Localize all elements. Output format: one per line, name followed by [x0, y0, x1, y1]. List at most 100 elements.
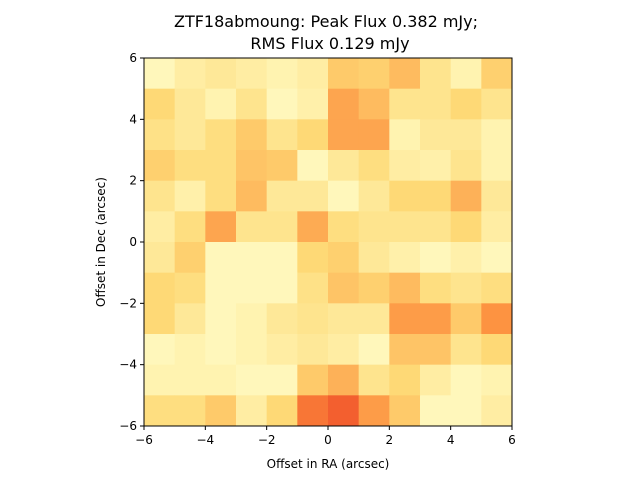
- y-tick-label: −4: [119, 358, 137, 372]
- y-tick-label: 6: [129, 51, 137, 65]
- heatmap-cell-r8-c4: [266, 303, 298, 335]
- heatmap-cell-r5-c1: [174, 211, 206, 243]
- heatmap-cell-r10-c7: [358, 364, 390, 396]
- heatmap-cell-r9-c8: [389, 334, 421, 366]
- heatmap-cell-r6-c11: [481, 242, 513, 274]
- heatmap-cell-r0-c0: [144, 58, 176, 90]
- heatmap-cell-r3-c6: [328, 150, 360, 182]
- heatmap-cell-r5-c9: [420, 211, 452, 243]
- x-tick-label: −4: [196, 433, 214, 447]
- heatmap-cell-r9-c4: [266, 334, 298, 366]
- heatmap-cell-r5-c6: [328, 211, 360, 243]
- heatmap-cell-r11-c10: [450, 395, 482, 427]
- heatmap-cell-r8-c1: [174, 303, 206, 335]
- heatmap-cell-r0-c8: [389, 58, 421, 90]
- heatmap-cell-r11-c11: [481, 395, 513, 427]
- heatmap-cell-r11-c1: [174, 395, 206, 427]
- heatmap-cell-r9-c5: [297, 334, 329, 366]
- heatmap-cell-r5-c7: [358, 211, 390, 243]
- heatmap-cell-r10-c11: [481, 364, 513, 396]
- heatmap-cell-r11-c3: [236, 395, 268, 427]
- heatmap-cell-r10-c0: [144, 364, 176, 396]
- heatmap-cell-r10-c4: [266, 364, 298, 396]
- heatmap-cell-r3-c7: [358, 150, 390, 182]
- heatmap-cell-r0-c3: [236, 58, 268, 90]
- heatmap-cell-r8-c9: [420, 303, 452, 335]
- heatmap-cell-r5-c8: [389, 211, 421, 243]
- heatmap-cell-r0-c4: [266, 58, 298, 90]
- heatmap-cell-r7-c5: [297, 272, 329, 304]
- heatmap-cell-r3-c3: [236, 150, 268, 182]
- heatmap-cell-r2-c2: [205, 119, 237, 151]
- heatmap-cell-r2-c6: [328, 119, 360, 151]
- heatmap-cell-r10-c2: [205, 364, 237, 396]
- heatmap-cell-r8-c7: [358, 303, 390, 335]
- heatmap-cell-r2-c5: [297, 119, 329, 151]
- heatmap-cell-r9-c11: [481, 334, 513, 366]
- heatmap-cell-r4-c4: [266, 180, 298, 212]
- heatmap-cell-r6-c10: [450, 242, 482, 274]
- heatmap-cell-r10-c9: [420, 364, 452, 396]
- heatmap-cell-r3-c4: [266, 150, 298, 182]
- heatmap-cell-r8-c5: [297, 303, 329, 335]
- heatmap-cell-r10-c1: [174, 364, 206, 396]
- heatmap-cell-r2-c9: [420, 119, 452, 151]
- heatmap-cell-r0-c7: [358, 58, 390, 90]
- heatmap-cell-r9-c2: [205, 334, 237, 366]
- x-tick-label: 2: [386, 433, 394, 447]
- heatmap-cell-r10-c3: [236, 364, 268, 396]
- heatmap-cell-r8-c10: [450, 303, 482, 335]
- heatmap-cell-r11-c0: [144, 395, 176, 427]
- heatmap-cell-r10-c6: [328, 364, 360, 396]
- axis-ticks: −6 −4 −2 0 2 4 6 −6 −4 −2 0 2 4 6: [119, 51, 516, 447]
- heatmap-cell-r1-c0: [144, 88, 176, 120]
- heatmap-cell-r7-c11: [481, 272, 513, 304]
- heatmap-cell-r11-c5: [297, 395, 329, 427]
- heatmap-cell-r7-c0: [144, 272, 176, 304]
- heatmap-cell-r1-c3: [236, 88, 268, 120]
- heatmap-cell-r9-c3: [236, 334, 268, 366]
- heatmap-cell-r5-c2: [205, 211, 237, 243]
- heatmap-cell-r9-c1: [174, 334, 206, 366]
- heatmap-cell-r10-c5: [297, 364, 329, 396]
- heatmap-cell-r6-c8: [389, 242, 421, 274]
- heatmap-cell-r9-c0: [144, 334, 176, 366]
- heatmap-cell-r3-c5: [297, 150, 329, 182]
- heatmap-cell-r8-c3: [236, 303, 268, 335]
- x-tick-label: 6: [508, 433, 516, 447]
- heatmap-cell-r11-c2: [205, 395, 237, 427]
- heatmap-cell-r8-c2: [205, 303, 237, 335]
- heatmap-cell-r4-c11: [481, 180, 513, 212]
- heatmap-cell-r4-c1: [174, 180, 206, 212]
- heatmap-cell-r11-c7: [358, 395, 390, 427]
- heatmap-cell-r0-c1: [174, 58, 206, 90]
- heatmap-cell-r11-c9: [420, 395, 452, 427]
- heatmap-cell-r6-c4: [266, 242, 298, 274]
- heatmap-cell-r7-c3: [236, 272, 268, 304]
- heatmap-cell-r0-c2: [205, 58, 237, 90]
- heatmap-cell-r3-c1: [174, 150, 206, 182]
- heatmap-cell-r7-c2: [205, 272, 237, 304]
- heatmap-cell-r9-c10: [450, 334, 482, 366]
- heatmap-cell-r4-c9: [420, 180, 452, 212]
- heatmap-cell-r2-c0: [144, 119, 176, 151]
- heatmap-cell-r1-c9: [420, 88, 452, 120]
- heatmap-cell-r0-c5: [297, 58, 329, 90]
- heatmap-cell-r5-c10: [450, 211, 482, 243]
- heatmap-cell-r7-c9: [420, 272, 452, 304]
- heatmap-cell-r8-c8: [389, 303, 421, 335]
- heatmap-cell-r2-c7: [358, 119, 390, 151]
- plot-frame: [143, 57, 513, 427]
- heatmap-cell-r3-c11: [481, 150, 513, 182]
- heatmap-cell-r7-c1: [174, 272, 206, 304]
- heatmap-cell-r6-c0: [144, 242, 176, 274]
- heatmap-cell-r5-c3: [236, 211, 268, 243]
- heatmap-cell-r1-c6: [328, 88, 360, 120]
- heatmap-cells: [144, 58, 513, 427]
- heatmap-cell-r5-c5: [297, 211, 329, 243]
- heatmap-cell-r5-c4: [266, 211, 298, 243]
- heatmap-cell-r3-c8: [389, 150, 421, 182]
- heatmap-cell-r4-c7: [358, 180, 390, 212]
